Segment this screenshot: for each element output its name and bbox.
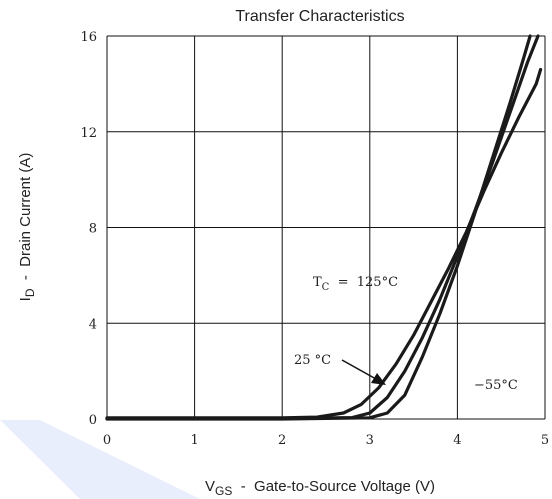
x-tick-label: 1	[190, 433, 198, 448]
arrow-25c-line	[341, 359, 377, 380]
label-tc-125: TC = 125°C	[313, 275, 398, 293]
watermark-stripe	[0, 420, 200, 499]
arrow-25c-head	[371, 373, 386, 385]
y-tick-label: 4	[89, 317, 97, 332]
y-axis-label: ID - Drain Current (A)	[17, 153, 37, 302]
x-tick-label: 4	[453, 433, 461, 448]
series-line-2	[105, 34, 532, 421]
x-tick-label: 5	[541, 433, 549, 448]
x-tick-label: 0	[103, 433, 111, 448]
chart-title: Transfer Characteristics	[235, 8, 404, 25]
x-tick-label: 3	[366, 433, 374, 448]
curve-layer	[105, 34, 543, 421]
y-tick-labels: 0 4 8 12 16	[80, 30, 97, 428]
y-tick-label: 8	[89, 222, 97, 237]
x-tick-label: 2	[278, 433, 286, 448]
label-25c: 25 °C	[294, 353, 331, 368]
label-minus55c: −55°C	[474, 378, 518, 393]
x-tick-labels: 0 1 2 3 4 5	[103, 433, 549, 448]
x-axis-label: VGS - Gate-to-Source Voltage (V)	[205, 478, 435, 498]
y-tick-label: 16	[80, 30, 97, 45]
y-tick-label: 0	[89, 413, 97, 428]
y-tick-label: 12	[80, 126, 97, 141]
